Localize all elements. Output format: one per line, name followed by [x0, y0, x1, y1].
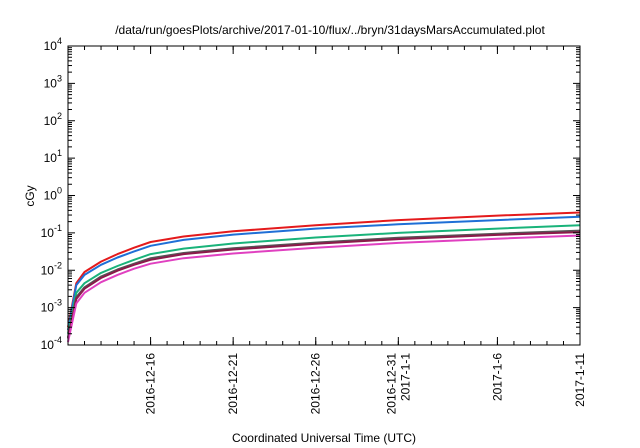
series-line-2	[67, 215, 581, 331]
x-axis-title: Coordinated Universal Time (UTC)	[232, 431, 416, 445]
x-tick-label: 2017-1-1	[398, 353, 412, 401]
x-tick-label: 2016-12-16	[144, 353, 158, 415]
axes-layer	[67, 45, 581, 346]
series-line-5	[67, 231, 581, 339]
series-line-1	[67, 211, 581, 328]
x-tick-label: 2016-12-26	[309, 353, 323, 415]
series-line-6	[67, 234, 581, 343]
y-axis-title: cGy	[23, 185, 37, 206]
y-tick-label: 103	[44, 73, 62, 90]
y-tick-label: 10-3	[41, 298, 62, 315]
plot-frame	[67, 45, 581, 346]
x-tick-label: 2017-1-11	[573, 353, 587, 407]
x-tick-label: 2017-1-6	[490, 353, 504, 401]
series-line-3	[67, 224, 581, 334]
y-tick-label: 104	[44, 36, 62, 53]
series-line-4	[67, 229, 581, 338]
y-tick-label: 102	[44, 111, 62, 128]
y-tick-label: 101	[44, 148, 62, 165]
y-tick-label: 100	[44, 186, 62, 203]
x-tick-label: 2016-12-31	[384, 353, 398, 415]
y-tick-label: 10-1	[41, 223, 62, 240]
y-axis: 10-4 10-3 10-2 10-1 100 101 102 103 104	[41, 36, 580, 352]
x-axis: 2016-12-16 2016-12-21 2016-12-26 2016-12-31…	[67, 46, 587, 415]
x-tick-label: 2016-12-21	[226, 353, 240, 415]
y-tick-label: 10-4	[41, 335, 62, 352]
y-tick-label: 10-2	[41, 260, 62, 277]
chart-title: /data/run/goesPlots/archive/2017-01-10/f…	[115, 23, 545, 37]
series-layer	[67, 211, 581, 343]
